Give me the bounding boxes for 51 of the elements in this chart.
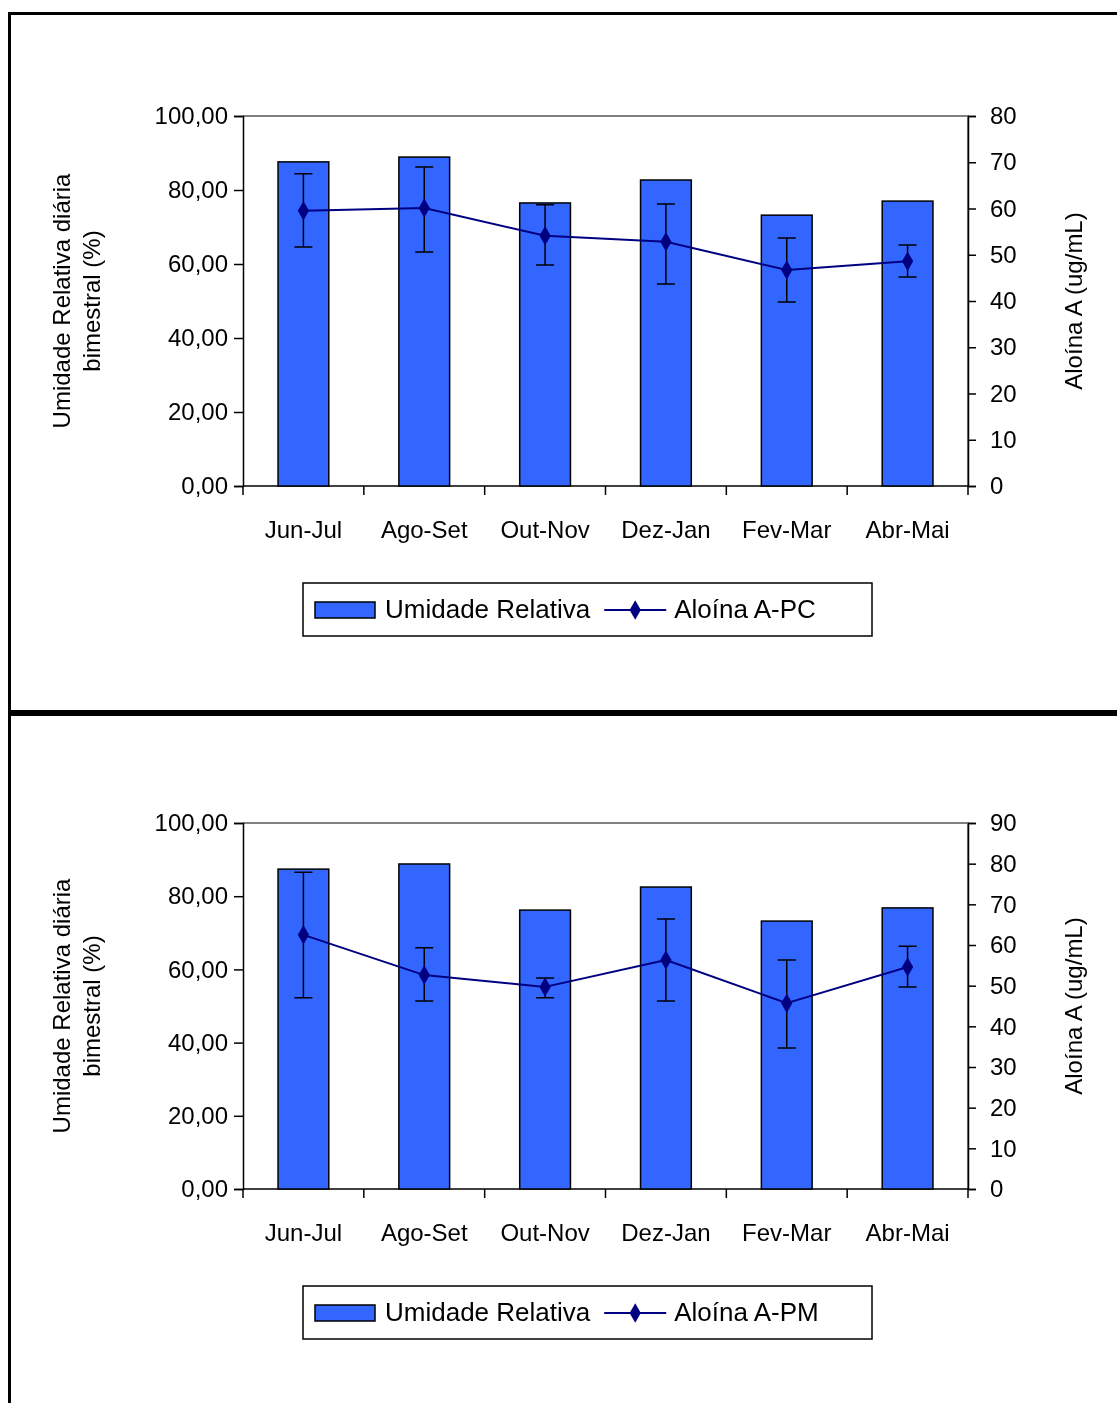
x-tick-label: Out-Nov <box>500 516 590 543</box>
y-tick-label: 100,00 <box>154 102 228 130</box>
y-tick-label: 60,00 <box>167 250 228 278</box>
x-tick-label: Dez-Jan <box>621 1219 711 1246</box>
y-tick-label: 0,00 <box>181 1175 228 1203</box>
x-tick-label: Ago-Set <box>380 516 468 543</box>
y-tick-label: 0,00 <box>181 472 228 500</box>
x-tick-label: Ago-Set <box>380 1219 468 1246</box>
legend-label: Aloína A-PC <box>674 594 816 624</box>
x-tick-label: Fev-Mar <box>742 516 832 543</box>
x-tick-label: Abr-Mai <box>865 1219 950 1246</box>
y2-tick-label: 50 <box>990 240 1017 268</box>
y-tick-label: 40,00 <box>167 1028 228 1056</box>
y-tick-label: 40,00 <box>167 324 228 352</box>
y2-tick-label: 90 <box>990 809 1017 837</box>
legend-label: Umidade Relativa <box>385 594 591 624</box>
y2-tick-label: 10 <box>990 1134 1017 1162</box>
y2-tick-label: 10 <box>990 425 1017 453</box>
y2-tick-label: 60 <box>990 931 1017 959</box>
y2-tick-label: 70 <box>990 148 1017 176</box>
y2-tick-label: 80 <box>990 102 1017 130</box>
legend-label: Umidade Relativa <box>385 1297 591 1327</box>
y2-tick-label: 80 <box>990 849 1017 877</box>
y2-axis-title: Aloína A (ug/mL) <box>1060 917 1087 1095</box>
y-tick-label: 100,00 <box>154 809 228 837</box>
y2-tick-label: 50 <box>990 971 1017 999</box>
x-tick-label: Jun-Jul <box>264 516 343 543</box>
y-tick-label: 20,00 <box>167 398 228 426</box>
y-tick-label: 60,00 <box>167 955 228 983</box>
y2-tick-label: 70 <box>990 890 1017 918</box>
y2-tick-label: 40 <box>990 1012 1017 1040</box>
y2-tick-label: 30 <box>990 333 1017 361</box>
y-axis-title: Umidade Relativa diária bimestral (%) <box>48 172 105 429</box>
y-tick-label: 80,00 <box>167 176 228 204</box>
x-tick-label: Fev-Mar <box>742 1219 832 1246</box>
y2-tick-label: 60 <box>990 194 1017 222</box>
x-tick-label: Abr-Mai <box>865 516 950 543</box>
y2-tick-label: 0 <box>990 1175 1004 1203</box>
x-tick-label: Out-Nov <box>500 1219 590 1246</box>
y2-tick-label: 40 <box>990 287 1017 315</box>
y2-tick-label: 20 <box>990 1093 1017 1121</box>
y2-tick-label: 30 <box>990 1053 1017 1081</box>
y2-tick-label: 0 <box>990 472 1004 500</box>
y-tick-label: 20,00 <box>167 1101 228 1129</box>
y2-tick-label: 20 <box>990 379 1017 407</box>
y-axis-title: Umidade Relativa diária bimestral (%) <box>48 877 105 1134</box>
x-tick-label: Jun-Jul <box>264 1219 343 1246</box>
x-tick-label: Dez-Jan <box>621 516 711 543</box>
y-tick-label: 80,00 <box>167 882 228 910</box>
y2-axis-title: Aloína A (ug/mL) <box>1060 212 1087 390</box>
legend-label: Aloína A-PM <box>674 1297 819 1327</box>
